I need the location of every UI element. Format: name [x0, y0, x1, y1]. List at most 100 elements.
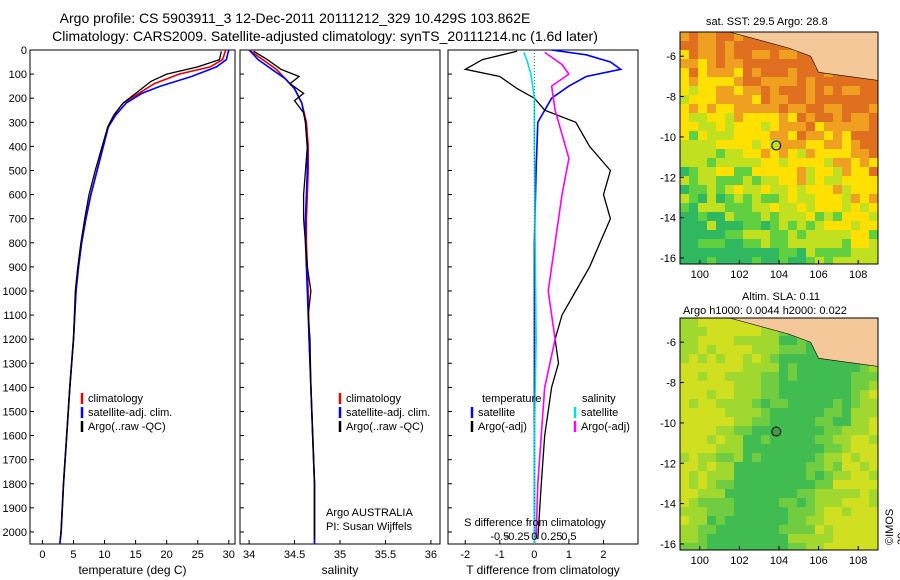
- depth-tick-label: 500: [9, 165, 27, 177]
- x2-tick-label: -0.25: [505, 531, 530, 543]
- sla-map: [679, 317, 879, 551]
- x-tick-label: -1: [495, 549, 505, 561]
- depth-tick-label: 1500: [3, 406, 27, 418]
- series-line-climatology: [59, 49, 227, 545]
- x-tick-label: 34: [243, 549, 255, 561]
- depth-tick-label: 1200: [3, 334, 27, 346]
- x-tick-label: 36: [425, 549, 437, 561]
- argo-position-marker: [771, 140, 782, 151]
- legend-title-temperature: temperature: [482, 393, 541, 405]
- legend-label: Argo(-adj): [581, 421, 630, 433]
- map-x-tick-label: 106: [809, 555, 827, 567]
- legend-label: Argo(-adj): [478, 421, 527, 433]
- depth-tick-label: 1800: [3, 479, 27, 491]
- legend-title-salinity: salinity: [582, 393, 616, 405]
- series-line-satellite-adj--clim-: [248, 49, 316, 544]
- map-x-tick-label: 104: [770, 555, 788, 567]
- sla-map-title2: Argo h1000: 0.0044 h2000: 0.022: [683, 305, 847, 317]
- series-line-argo--adj-: [535, 51, 571, 540]
- legend-label: climatology: [88, 393, 144, 405]
- depth-tick-label: 1600: [3, 431, 27, 443]
- x-tick-label: 5: [70, 549, 76, 561]
- sst-map: [679, 31, 879, 265]
- legend-label: satellite: [478, 407, 515, 419]
- x2-axis-label: S difference from climatology: [464, 517, 606, 529]
- depth-tick-label: 1900: [3, 503, 27, 515]
- map-y-tick-label: -10: [660, 132, 676, 144]
- legend-label: climatology: [346, 393, 402, 405]
- series-line-satellite-adj--clim-: [59, 49, 230, 545]
- map-x-tick-label: 100: [691, 269, 709, 281]
- panel-frame-2: [239, 49, 441, 545]
- panel-frame-3: [447, 49, 639, 545]
- x2-tick-label: 0.5: [561, 531, 576, 543]
- map-y-tick-label: -14: [660, 499, 676, 511]
- x-tick-label: -2: [460, 549, 470, 561]
- depth-tick-label: 600: [9, 190, 27, 202]
- x-tick-label: 0: [531, 549, 537, 561]
- x-tick-label: 0: [39, 549, 45, 561]
- series-line-argo---raw--qc-: [253, 50, 316, 540]
- series-line-argo--adj-: [463, 50, 612, 540]
- depth-tick-label: 100: [9, 69, 27, 81]
- legend-label: Argo(..raw -QC): [346, 421, 424, 433]
- x-tick-label: 25: [192, 549, 204, 561]
- map-y-tick-label: -16: [660, 539, 676, 551]
- map-y-tick-label: -16: [660, 253, 676, 265]
- x-tick-label: 1: [566, 549, 572, 561]
- depth-tick-label: 300: [9, 117, 27, 129]
- map-x-tick-label: 108: [849, 555, 867, 567]
- legend-label: satellite-adj. clim.: [88, 407, 172, 419]
- x-tick-label: 30: [223, 549, 235, 561]
- imos-credit: ©IMOS 20-Dec-2011 17:00:28: [884, 508, 900, 545]
- x-axis-label: T difference from climatology: [466, 563, 620, 577]
- series-line-satellite: [533, 49, 623, 544]
- x-tick-label: 2: [600, 549, 606, 561]
- figure-title-line2: Climatology: CARS2009. Satellite-adjuste…: [52, 28, 598, 44]
- map-y-tick-label: -14: [660, 213, 676, 225]
- annotation-argo-australia: Argo AUSTRALIA: [326, 507, 413, 519]
- x-tick-label: 35: [334, 549, 346, 561]
- x2-tick-label: 0: [531, 531, 537, 543]
- legend-label: satellite-adj. clim.: [346, 407, 430, 419]
- sla-map-title1: Altim. SLA: 0.11: [742, 291, 821, 303]
- x-tick-label: 10: [98, 549, 110, 561]
- x-axis-label: salinity: [322, 563, 359, 577]
- map-y-tick-label: -6: [666, 51, 676, 63]
- map-y-tick-label: -8: [666, 92, 676, 104]
- x-tick-label: 20: [161, 549, 173, 561]
- annotation-pi: PI: Susan Wijffels: [326, 521, 412, 533]
- depth-tick-label: 1000: [3, 286, 27, 298]
- depth-tick-label: 0: [21, 45, 27, 57]
- series-line-argo---raw--qc-: [59, 51, 222, 540]
- depth-tick-label: 400: [9, 141, 27, 153]
- depth-tick-label: 1300: [3, 358, 27, 370]
- depth-tick-label: 700: [9, 214, 27, 226]
- x-axis-label: temperature (deg C): [78, 563, 186, 577]
- map-y-tick-label: -8: [666, 378, 676, 390]
- map-y-tick-label: -10: [660, 418, 676, 430]
- map-x-tick-label: 102: [730, 269, 748, 281]
- panel-frame-1: [29, 49, 236, 545]
- x-tick-label: 15: [129, 549, 141, 561]
- map-x-tick-label: 104: [770, 269, 788, 281]
- depth-tick-label: 1100: [3, 310, 27, 322]
- legend-label: satellite: [581, 407, 618, 419]
- depth-tick-label: 1700: [3, 455, 27, 467]
- x2-tick-label: -0.5: [490, 531, 509, 543]
- map-y-tick-label: -12: [660, 172, 676, 184]
- argo-position-marker: [771, 426, 782, 437]
- map-x-tick-label: 102: [730, 555, 748, 567]
- depth-tick-label: 900: [9, 262, 27, 274]
- x-tick-label: 34.5: [284, 549, 305, 561]
- map-x-tick-label: 108: [849, 269, 867, 281]
- legend-label: Argo(..raw -QC): [88, 421, 166, 433]
- depth-tick-label: 800: [9, 238, 27, 250]
- depth-tick-label: 2000: [3, 527, 27, 539]
- x2-tick-label: 0.25: [541, 531, 562, 543]
- map-x-tick-label: 106: [809, 269, 827, 281]
- sst-map-title: sat. SST: 29.5 Argo: 28.8: [706, 16, 828, 28]
- map-y-tick-label: -6: [666, 337, 676, 349]
- map-x-tick-label: 100: [691, 555, 709, 567]
